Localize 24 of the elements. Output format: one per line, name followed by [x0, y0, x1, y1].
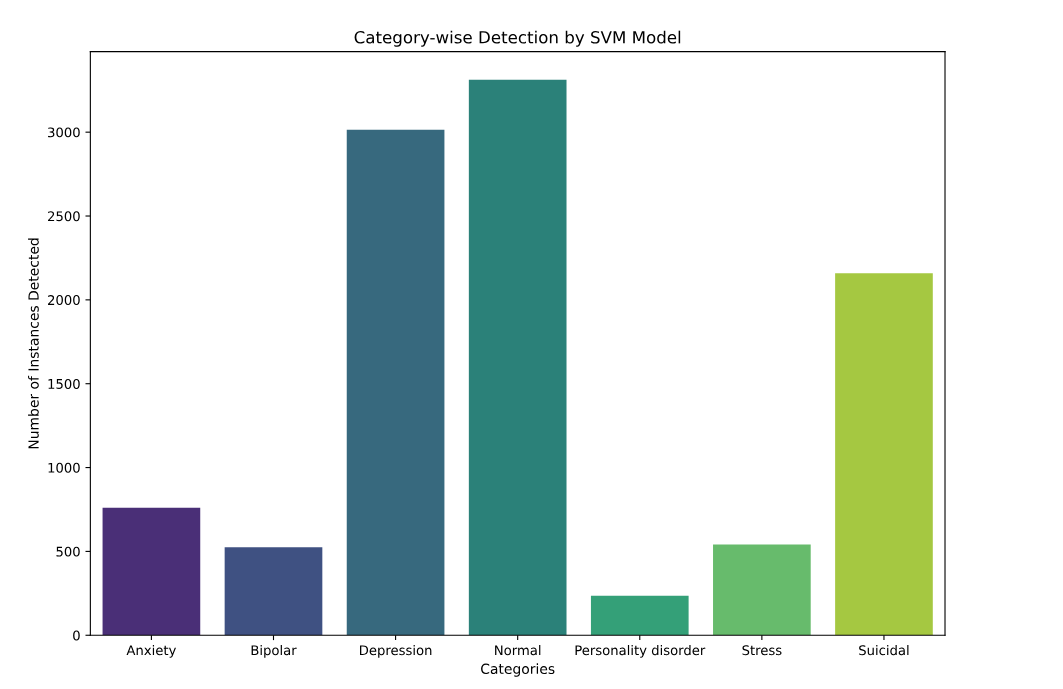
x-tick-label: Stress [742, 645, 782, 656]
bar [224, 547, 323, 636]
y-tick-label: 0 [73, 630, 80, 641]
y-tick-label: 500 [56, 546, 80, 557]
bar [713, 544, 811, 636]
y-tick-label: 1000 [48, 462, 80, 473]
bar [346, 129, 445, 636]
x-tick-label: Anxiety [126, 644, 176, 658]
bar [102, 507, 201, 636]
y-tick-label: 1500 [48, 378, 80, 389]
chart-title: Category-wise Detection by SVM Model [354, 30, 681, 47]
bar [468, 79, 567, 636]
x-axis-title: Categories [481, 663, 555, 677]
y-axis-title: Number of Instances Detected [28, 238, 39, 449]
x-tick-label: Depression [360, 644, 432, 658]
y-tick-label: 2500 [48, 211, 80, 222]
x-tick-label: Bipolar [251, 644, 297, 658]
x-tick-label: Personality disorder [575, 644, 706, 658]
x-tick-label: Normal [495, 644, 541, 656]
bar [590, 595, 689, 636]
bar [835, 273, 933, 636]
x-tick-label: Suicidal [859, 644, 909, 656]
y-tick-label: 2000 [48, 295, 80, 306]
y-tick-label: 3000 [48, 127, 80, 138]
